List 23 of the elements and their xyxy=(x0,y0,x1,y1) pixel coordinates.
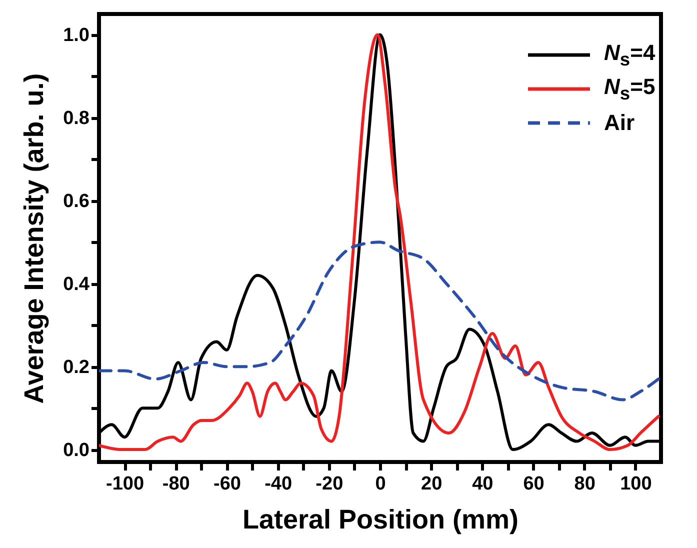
line-series xyxy=(99,240,660,402)
y-tick-label: 0.6 xyxy=(63,191,90,212)
y-tick-label: 0.4 xyxy=(63,274,90,296)
x-tick-label: -20 xyxy=(316,474,344,494)
x-tick-label: -40 xyxy=(264,474,292,494)
x-tick-label: 20 xyxy=(421,474,442,494)
legend-label: N$_{s}$=4 xyxy=(604,40,656,70)
y-axis-title: Average Intensity (arb. u.) xyxy=(19,73,50,404)
x-tick-label: 0 xyxy=(375,474,386,494)
x-tick-label: -80 xyxy=(162,474,190,494)
y-tick-label: 0.8 xyxy=(63,108,90,130)
x-tick-label: -100 xyxy=(106,474,144,494)
x-tick-label: 40 xyxy=(472,474,494,494)
x-tick-label: 60 xyxy=(523,474,544,494)
x-tick-label: 80 xyxy=(574,474,596,494)
y-tick-label: 1.0 xyxy=(63,25,90,46)
x-tick-label: 100 xyxy=(620,474,652,494)
x-tick-label: -60 xyxy=(213,474,241,494)
y-tick-label: 0.2 xyxy=(63,357,90,378)
legend-label: Air xyxy=(604,110,635,136)
legend-label: N$_{s}$=5 xyxy=(604,74,656,104)
y-tick-label: 0.0 xyxy=(63,440,90,462)
x-axis-title: Lateral Position (mm) xyxy=(242,504,519,534)
